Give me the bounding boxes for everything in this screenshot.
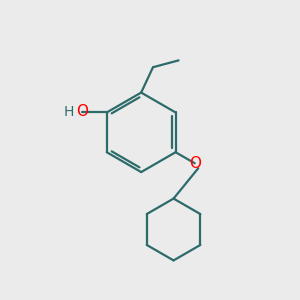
Text: O: O xyxy=(76,104,88,119)
Text: H: H xyxy=(63,105,74,119)
Text: O: O xyxy=(189,156,201,171)
